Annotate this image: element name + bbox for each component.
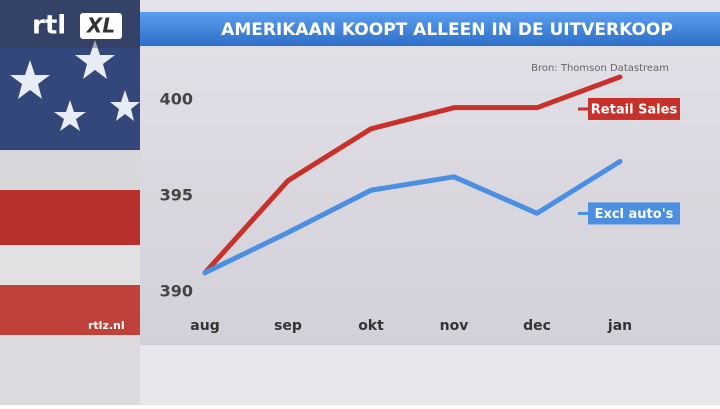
series-label: Excl auto's	[595, 207, 674, 222]
logo-badge: XL	[85, 14, 115, 38]
x-tick-label: dec	[523, 318, 551, 334]
x-tick-label: jan	[607, 318, 632, 334]
series-line	[202, 158, 623, 276]
y-tick-label: 395	[160, 186, 193, 205]
x-tick-label: sep	[274, 318, 302, 334]
y-tick-label: 390	[160, 282, 193, 301]
x-tick-label: nov	[440, 318, 469, 334]
logo-badge-box	[80, 13, 122, 39]
series-line	[202, 74, 623, 276]
title-bar	[140, 12, 720, 46]
x-tick-label: aug	[190, 318, 219, 334]
chart-title: AMERIKAAN KOOPT ALLEEN IN DE UITVERKOOP	[221, 20, 673, 40]
x-tick-label: okt	[358, 318, 384, 334]
website: rtlz.nl	[88, 319, 125, 332]
source: Bron: Thomson Datastream	[531, 63, 669, 74]
y-tick-label: 400	[160, 90, 193, 109]
series-label-box	[588, 202, 680, 225]
bottom-band	[140, 345, 720, 405]
flag-panel	[0, 0, 140, 405]
series-label: Retail Sales	[591, 102, 678, 117]
logo-text: rtl	[32, 11, 66, 41]
series-label-box	[588, 97, 680, 120]
